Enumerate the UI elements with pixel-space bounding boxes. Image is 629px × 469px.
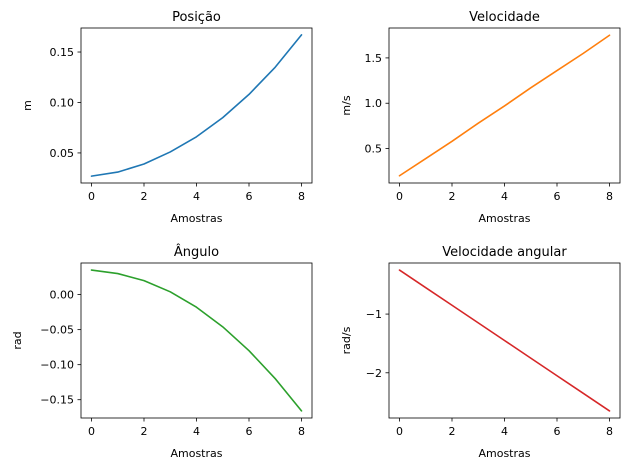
x-ticks: 0 2 4 6 8 (88, 183, 305, 203)
y-tick-label: 0.05 (50, 147, 75, 160)
subplot-angle: Ângulo Amostras rad 0 2 4 6 8 0.00 −0.05 −0.10… (11, 244, 313, 460)
x-tick-label: 0 (88, 425, 95, 438)
y-tick-label: 0.15 (50, 46, 75, 59)
series-line (398, 269, 611, 412)
x-axis-label: Amostras (170, 447, 222, 460)
y-tick-label: 1.0 (365, 97, 383, 110)
series-line (90, 269, 303, 412)
series-line (398, 34, 611, 177)
y-axis-label: m/s (340, 95, 353, 115)
y-axis-label: rad/s (340, 326, 353, 354)
y-tick-label: −0.05 (40, 324, 74, 337)
chart-title: Ângulo (174, 244, 219, 260)
x-axis-label: Amostras (170, 212, 222, 225)
series-line (90, 34, 303, 177)
x-ticks: 0 2 4 6 8 (396, 183, 613, 203)
y-tick-label: −2 (366, 367, 382, 380)
y-tick-label: 0.5 (365, 143, 383, 156)
y-tick-label: −1 (366, 308, 382, 321)
x-tick-label: 2 (141, 190, 148, 203)
x-tick-label: 4 (501, 190, 508, 203)
chart-title: Posição (172, 10, 221, 25)
x-tick-label: 6 (554, 190, 561, 203)
x-tick-label: 2 (449, 190, 456, 203)
y-tick-label: −0.15 (40, 394, 74, 407)
subplot-velocity: Velocidade Amostras m/s 0 2 4 6 8 0.5 1.0 1.5 (340, 10, 621, 225)
x-tick-label: 2 (141, 425, 148, 438)
x-tick-label: 0 (396, 425, 403, 438)
subplot-position: Posição Amostras m 0 2 4 6 8 0.05 0.10 0.15 (21, 10, 313, 225)
x-ticks: 0 2 4 6 8 (88, 418, 305, 438)
x-ticks: 0 2 4 6 8 (396, 418, 613, 438)
x-tick-label: 0 (396, 190, 403, 203)
x-axis-label: Amostras (478, 212, 530, 225)
x-tick-label: 8 (298, 425, 305, 438)
x-tick-label: 4 (193, 425, 200, 438)
y-axis-label: m (21, 100, 34, 111)
y-ticks: 0.5 1.0 1.5 (365, 52, 389, 156)
y-ticks: 0.05 0.10 0.15 (50, 46, 81, 160)
x-tick-label: 8 (606, 425, 613, 438)
chart-title: Velocidade angular (442, 245, 567, 260)
x-tick-label: 8 (606, 190, 613, 203)
y-ticks: 0.00 −0.05 −0.10 −0.15 (40, 289, 81, 407)
x-tick-label: 2 (449, 425, 456, 438)
x-tick-label: 6 (554, 425, 561, 438)
x-tick-label: 0 (88, 190, 95, 203)
y-ticks: −1 −2 (366, 308, 389, 380)
x-tick-label: 8 (298, 190, 305, 203)
y-tick-label: −0.10 (40, 359, 74, 372)
x-tick-label: 6 (246, 190, 253, 203)
y-tick-label: 0.00 (50, 289, 75, 302)
y-axis-label: rad (11, 331, 24, 349)
x-tick-label: 4 (501, 425, 508, 438)
x-tick-label: 4 (193, 190, 200, 203)
y-tick-label: 0.10 (50, 96, 75, 109)
chart-title: Velocidade (469, 10, 540, 25)
x-tick-label: 6 (246, 425, 253, 438)
x-axis-label: Amostras (478, 447, 530, 460)
y-tick-label: 1.5 (365, 52, 383, 65)
